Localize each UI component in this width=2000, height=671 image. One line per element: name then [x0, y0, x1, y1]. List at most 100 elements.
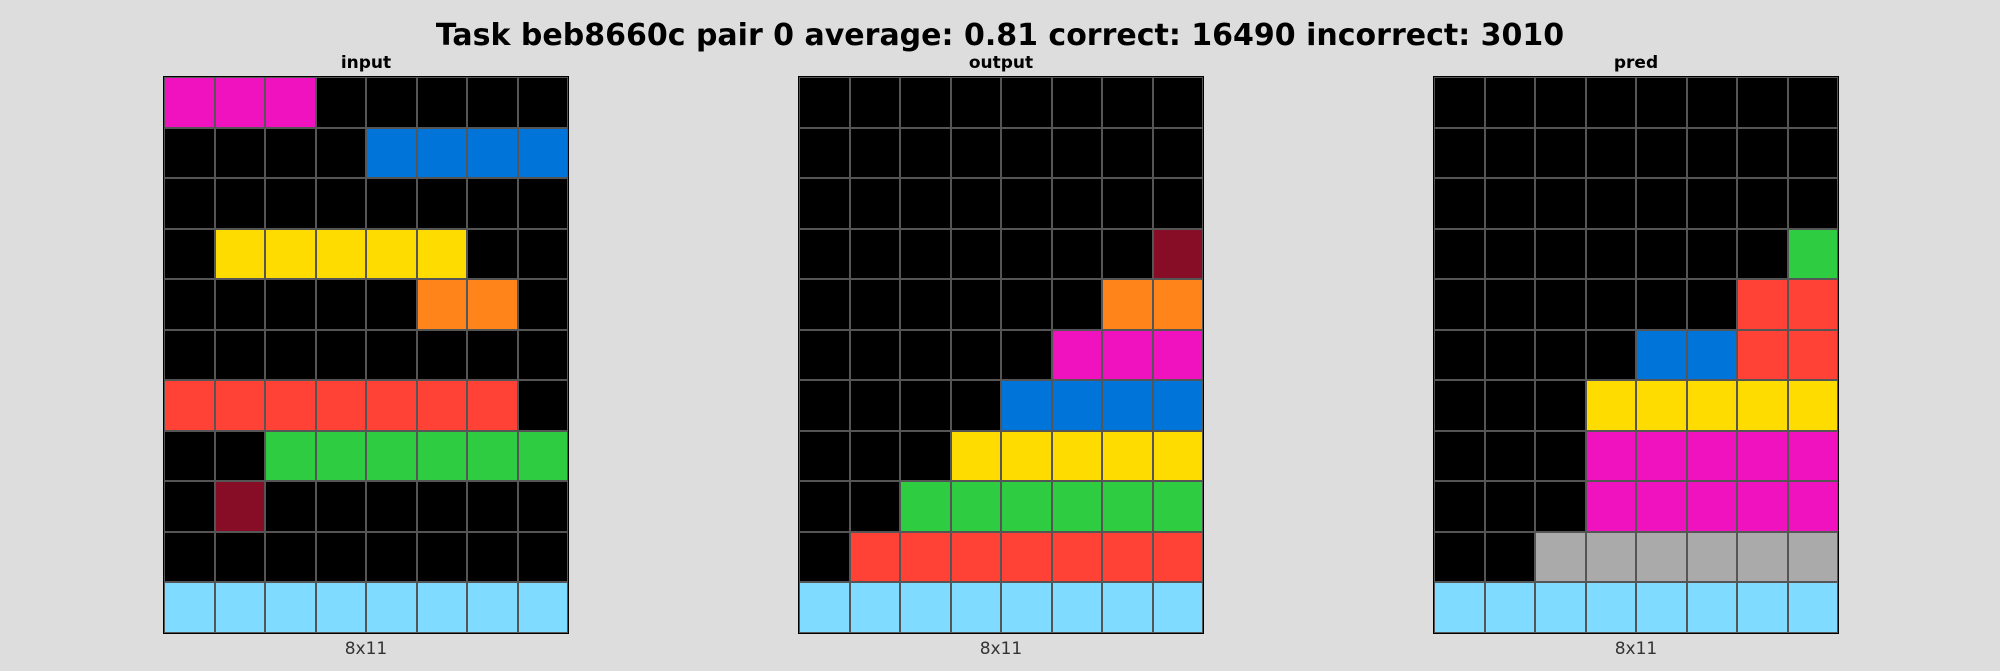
grid-cell: [799, 279, 850, 330]
grid-cell: [1585, 481, 1636, 532]
grid-cell: [164, 77, 215, 128]
grid-cell: [315, 380, 366, 431]
input-grid: [163, 76, 569, 634]
grid-cell: [265, 430, 316, 482]
grid-cell: [1001, 77, 1052, 128]
grid-cell: [1051, 430, 1102, 482]
grid-cell: [517, 329, 568, 381]
grid-cell: [315, 228, 366, 280]
grid-cell: [1102, 582, 1153, 633]
grid-cell: [1152, 279, 1203, 330]
grid-cell: [1585, 279, 1636, 330]
page-title: Task beb8660c pair 0 average: 0.81 corre…: [435, 18, 1565, 53]
grid-cell: [265, 329, 316, 381]
grid-cell: [1051, 481, 1102, 532]
grid-cell: [1585, 127, 1636, 179]
grid-cell: [1484, 531, 1535, 583]
pred-grid: [1433, 76, 1839, 634]
grid-cell: [1636, 531, 1687, 583]
grid-cell: [1152, 178, 1203, 229]
grid-cell: [1484, 582, 1535, 633]
grid-cell: [467, 178, 518, 229]
grid-cell: [265, 380, 316, 431]
grid-cell: [416, 380, 467, 431]
grid-cell: [1152, 228, 1203, 280]
grid-cell: [1787, 430, 1838, 482]
grid-cell: [1434, 178, 1485, 229]
grid-cell: [467, 127, 518, 179]
grid-cell: [1051, 127, 1102, 179]
grid-cell: [1535, 228, 1586, 280]
grid-cell: [164, 582, 215, 633]
grid-cell: [517, 481, 568, 532]
grid-cell: [214, 77, 265, 128]
grid-cell: [517, 228, 568, 280]
grid-cell: [849, 279, 900, 330]
grid-cell: [1152, 481, 1203, 532]
grid-cell: [1484, 178, 1535, 229]
grid-cell: [799, 77, 850, 128]
grid-cell: [214, 228, 265, 280]
grid-cell: [799, 430, 850, 482]
grid-cell: [849, 329, 900, 381]
grid-cell: [950, 582, 1001, 633]
grid-cell: [1484, 127, 1535, 179]
grid-cell: [467, 228, 518, 280]
grid-cell: [1787, 178, 1838, 229]
grid-cell: [366, 430, 417, 482]
grid-cell: [214, 329, 265, 381]
grid-cell: [265, 77, 316, 128]
grid-cell: [1636, 430, 1687, 482]
grid-cell: [1636, 329, 1687, 381]
grid-cell: [1535, 531, 1586, 583]
grid-cell: [164, 127, 215, 179]
grid-cell: [799, 481, 850, 532]
grid-cell: [1001, 228, 1052, 280]
grid-cell: [1434, 77, 1485, 128]
grid-cell: [214, 178, 265, 229]
panel-label: input: [340, 53, 392, 73]
grid-cell: [900, 380, 951, 431]
grid-cell: [1636, 178, 1687, 229]
grid-cell: [1102, 329, 1153, 381]
panel-label: output: [968, 53, 1034, 73]
grid-cell: [799, 178, 850, 229]
grid-cell: [1737, 329, 1788, 381]
grid-cell: [1484, 228, 1535, 280]
grid-cell: [1787, 77, 1838, 128]
grid-cell: [1434, 531, 1485, 583]
grid-cell: [1535, 329, 1586, 381]
grid-cell: [900, 430, 951, 482]
grid-cell: [164, 481, 215, 532]
grid-cell: [1484, 430, 1535, 482]
grid-cell: [265, 178, 316, 229]
grid-cell: [1585, 531, 1636, 583]
grid-cell: [366, 127, 417, 179]
grid-cell: [1737, 531, 1788, 583]
grid-cell: [1636, 279, 1687, 330]
grid-cell: [1535, 481, 1586, 532]
grid-cell: [416, 178, 467, 229]
grid-cell: [1585, 329, 1636, 381]
grid-cell: [1051, 228, 1102, 280]
grid-cell: [1434, 481, 1485, 532]
grid-cell: [1001, 329, 1052, 381]
grid-cell: [1484, 279, 1535, 330]
grid-cell: [416, 582, 467, 633]
grid-cell: [1535, 127, 1586, 179]
grid-cell: [1737, 178, 1788, 229]
grid-cell: [366, 582, 417, 633]
grid-size-label: 8x11: [344, 639, 388, 659]
grid-cell: [950, 127, 1001, 179]
grid-cell: [315, 127, 366, 179]
grid-cell: [1737, 77, 1788, 128]
grid-cell: [1787, 481, 1838, 532]
grid-cell: [214, 531, 265, 583]
grid-cell: [1434, 430, 1485, 482]
grid-cell: [1585, 228, 1636, 280]
grid-cell: [1686, 228, 1737, 280]
grid-cell: [1686, 380, 1737, 431]
grid-cell: [366, 329, 417, 381]
grid-cell: [467, 582, 518, 633]
grid-cell: [1737, 127, 1788, 179]
